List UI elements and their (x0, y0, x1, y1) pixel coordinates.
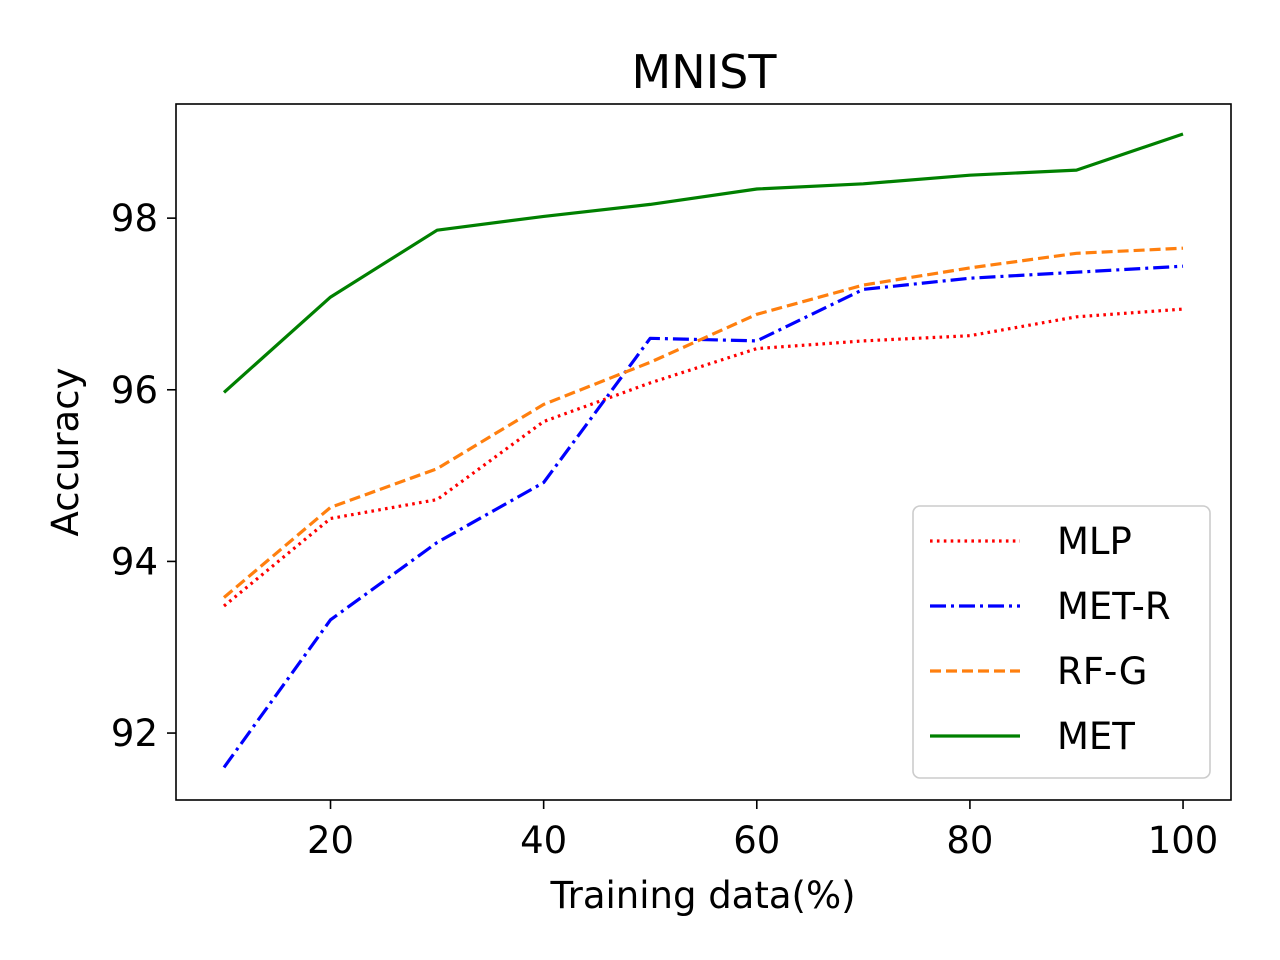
y-axis-ticks: 92 94 96 98 (111, 197, 176, 755)
series-layer (222, 132, 1184, 769)
legend-label-rf-g: RF-G (1057, 650, 1147, 693)
x-tick-label: 40 (520, 819, 567, 862)
x-tick-label: 100 (1148, 819, 1219, 862)
chart-title: MNIST (632, 45, 778, 99)
y-tick-label: 98 (111, 197, 158, 240)
series-line-met (222, 132, 1184, 394)
legend-box (912, 505, 1211, 779)
x-tick-label: 60 (733, 819, 780, 862)
y-axis-label: Accuracy (44, 368, 87, 537)
legend: MLP MET-R RF-G MET (912, 505, 1211, 779)
x-axis-ticks: 20 40 60 80 100 (307, 800, 1218, 862)
series-line-rf-g (222, 246, 1184, 599)
x-tick-label: 20 (307, 819, 354, 862)
y-tick-label: 96 (111, 369, 158, 412)
y-tick-label: 94 (111, 540, 158, 583)
legend-label-met-r: MET-R (1057, 585, 1171, 628)
legend-label-met: MET (1057, 715, 1135, 758)
series-line-mlp (222, 307, 1184, 608)
x-axis-label: Training data(%) (549, 874, 855, 917)
plot-frame (175, 103, 1232, 801)
x-tick-label: 80 (946, 819, 993, 862)
legend-label-mlp: MLP (1057, 520, 1132, 563)
y-tick-label: 92 (111, 712, 158, 755)
